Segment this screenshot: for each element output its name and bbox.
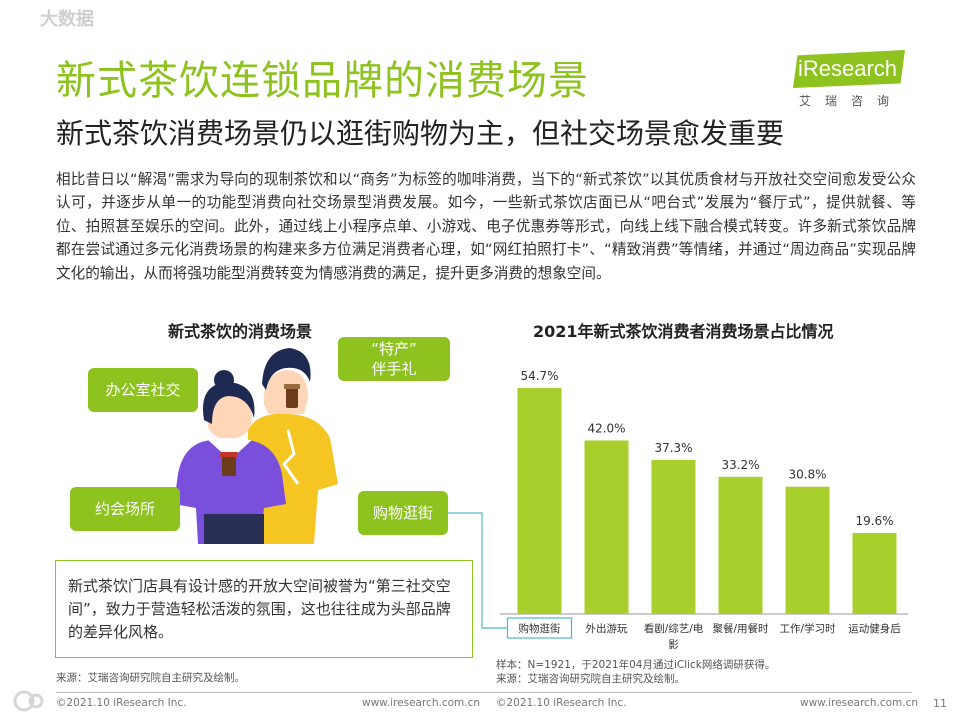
- category-label-5: 运动健身后: [848, 622, 901, 635]
- footer-divider: [56, 692, 912, 693]
- scene-date-bubble: 约会场所: [70, 487, 180, 531]
- category-label-2: 看剧/综艺/电: [644, 622, 704, 635]
- chart-notes: 样本：N=1921，于2021年04月通过iClick网络调研获得。 来源：艾瑞…: [496, 658, 775, 686]
- footer-copyright-left: ©2021.10 iResearch Inc.: [56, 697, 187, 709]
- left-panel-title: 新式茶饮的消费场景: [168, 322, 313, 341]
- logo-text: iResearch: [798, 56, 898, 81]
- scene-office-bubble: 办公室社交: [88, 368, 198, 412]
- third-space-note: 新式茶饮门店具有设计感的开放大空间被誉为“第三社交空间”，致力于营造轻松活泼的氛…: [55, 560, 473, 658]
- footer-url-left: www.iresearch.com.cn: [362, 697, 481, 709]
- page-subtitle: 新式茶饮消费场景仍以逛街购物为主，但社交场景愈发重要: [56, 117, 785, 150]
- bar-value-label-3: 33.2%: [721, 458, 759, 472]
- bar-2: [651, 459, 696, 614]
- third-space-note-text: 新式茶饮门店具有设计感的开放大空间被誉为“第三社交空间”，致力于营造轻松活泼的氛…: [68, 577, 451, 641]
- category-label-3: 聚餐/用餐时: [712, 622, 769, 635]
- bar-5: [852, 533, 897, 614]
- page-title: 新式茶饮连锁品牌的消费场景: [56, 58, 589, 104]
- scene-shopping-label: 购物逛街: [372, 504, 433, 522]
- chart-title: 2021年新式茶饮消费者消费场景占比情况: [533, 322, 834, 341]
- scene-souvenir-line2: 伴手礼: [371, 360, 417, 378]
- intro-paragraph: 相比昔日以“解渴”需求为导向的现制茶饮和以“商务”为标签的咖啡消费，当下的“新式…: [56, 171, 916, 282]
- footer-copyright-right: ©2021.10 iResearch Inc.: [496, 697, 627, 709]
- scene-shopping-bubble: 购物逛街: [358, 491, 448, 535]
- scene-souvenir-bubble: “特产” 伴手礼: [338, 337, 450, 381]
- bar-0: [517, 388, 562, 614]
- bar-value-label-5: 19.6%: [855, 514, 893, 528]
- bar-value-label-2: 37.3%: [654, 441, 692, 455]
- iresearch-logo: iResearch 艾瑞咨询: [793, 50, 913, 110]
- shopping-connector-line: [448, 512, 508, 629]
- scene-date-label: 约会场所: [94, 500, 155, 518]
- scene-share-bar-chart: 54.7% 购物逛街 42.0% 外出游玩 37.3% 看剧/综艺/电影 33.2% 聚餐/用…: [448, 369, 908, 651]
- watermark-text: 大数据: [40, 9, 94, 30]
- scene-office-label: 办公室社交: [105, 381, 181, 399]
- left-source: 来源：艾瑞咨询研究院自主研究及绘制。: [56, 672, 245, 684]
- people-illustration: [174, 348, 338, 544]
- scene-souvenir-label: “特产” 伴手礼: [371, 339, 417, 379]
- bar-1: [584, 440, 629, 614]
- logo-subtext: 艾瑞咨询: [799, 94, 904, 108]
- bar-4: [785, 486, 830, 614]
- category-label-1: 外出游玩: [586, 622, 628, 635]
- bar-3: [718, 476, 763, 614]
- chart-sample-note: 样本：N=1921，于2021年04月通过iClick网络调研获得。: [496, 659, 776, 671]
- bar-value-label-1: 42.0%: [587, 421, 625, 435]
- chart-source-note: 来源：艾瑞咨询研究院自主研究及绘制。: [496, 673, 685, 685]
- watermark-logo: [13, 690, 44, 712]
- category-label-4: 工作/学习时: [779, 622, 836, 635]
- category-label-0: 购物逛街: [519, 622, 561, 635]
- logo-background: [793, 50, 905, 88]
- category-label-2-line2: 影: [668, 638, 679, 651]
- footer-url-right: www.iresearch.com.cn: [800, 697, 919, 709]
- scene-souvenir-line1: “特产”: [371, 340, 417, 358]
- page-number: 11: [933, 697, 947, 710]
- bar-value-label-4: 30.8%: [788, 468, 826, 482]
- bar-value-label-0: 54.7%: [520, 369, 558, 383]
